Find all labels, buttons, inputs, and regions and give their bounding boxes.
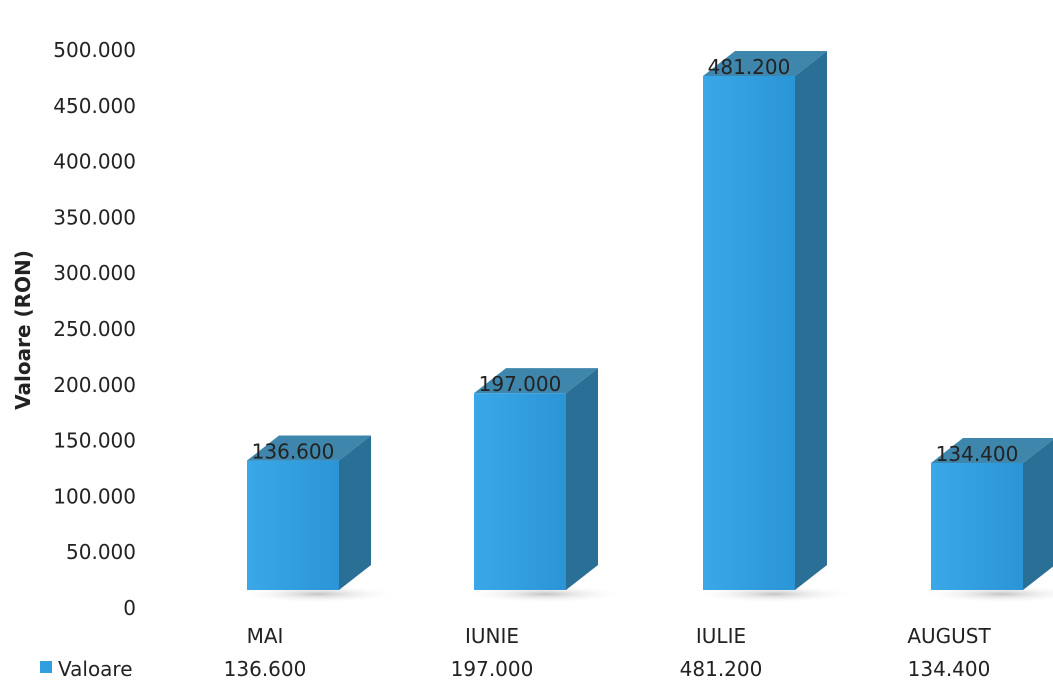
bar [703, 75, 795, 591]
y-tick-label: 100.000 [53, 484, 136, 508]
bar-value-label: 197.000 [479, 372, 562, 396]
bar-value-label: 134.400 [936, 442, 1019, 466]
legend: Valoare [40, 657, 133, 680]
y-tick-label: 500.000 [53, 38, 136, 62]
y-tick-label: 400.000 [53, 150, 136, 174]
data-labels: 136.600 197.000 481.200 134.400 [252, 55, 1019, 466]
y-tick-label: 0 [123, 596, 136, 620]
y-tick-label: 450.000 [53, 94, 136, 118]
y-tick-label: 150.000 [53, 429, 136, 453]
bars [238, 50, 1053, 603]
bar [247, 460, 339, 590]
bar-value-label: 136.600 [252, 440, 335, 464]
y-tick-label: 300.000 [53, 261, 136, 285]
y-tick-label: 50.000 [66, 540, 136, 564]
legend-key-valoare [40, 661, 52, 673]
bar-side [566, 368, 598, 590]
bar-side [339, 435, 371, 590]
x-axis: MAI IUNIE IULIE AUGUST [247, 624, 992, 648]
x-category-label: IULIE [696, 624, 746, 648]
bar-side [795, 50, 827, 591]
data-table-value: 134.400 [908, 657, 991, 680]
x-category-label: MAI [247, 624, 284, 648]
y-tick-label: 250.000 [53, 317, 136, 341]
bar-value-label: 481.200 [708, 55, 791, 79]
data-table-value: 481.200 [680, 657, 763, 680]
x-category-label: AUGUST [907, 624, 991, 648]
x-category-label: IUNIE [465, 624, 519, 648]
data-table-value: 197.000 [451, 657, 534, 680]
bar [474, 393, 566, 590]
y-axis-title: Valoare (RON) [11, 250, 35, 410]
bar-top [931, 438, 1053, 464]
bar-side [1023, 439, 1053, 590]
y-tick-label: 200.000 [53, 373, 136, 397]
data-table-value: 136.600 [224, 657, 307, 680]
bar-top [703, 50, 827, 76]
legend-label-valoare: Valoare [58, 657, 133, 680]
bar-top [247, 435, 371, 461]
bar-top [474, 368, 598, 394]
bar [931, 463, 1023, 590]
data-table-values: 136.600 197.000 481.200 134.400 [224, 657, 991, 680]
y-tick-label: 350.000 [53, 205, 136, 229]
y-axis: 0 50.000 100.000 150.000 200.000 250.000 300.0… [53, 38, 136, 620]
